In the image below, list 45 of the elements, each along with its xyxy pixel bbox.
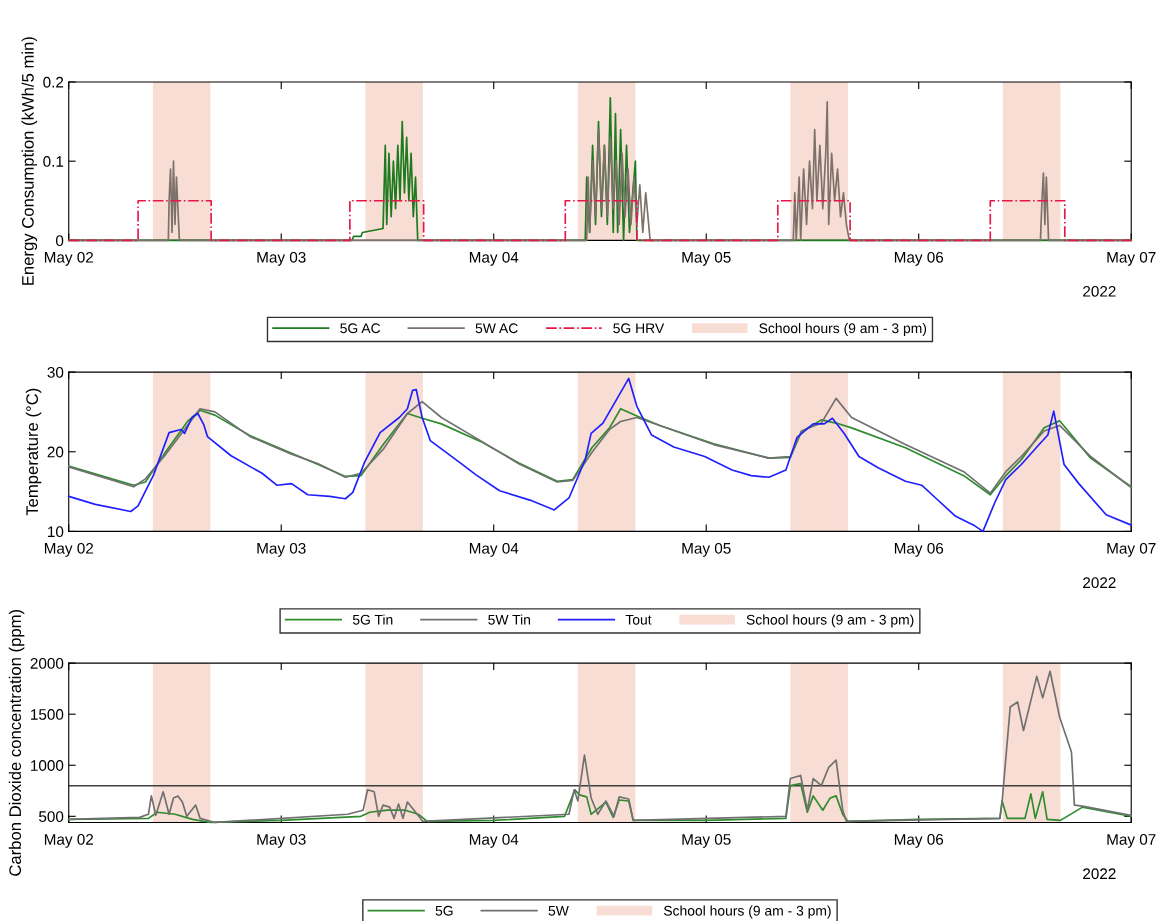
- y-tick-label: 20: [47, 446, 64, 458]
- y-axis-title: Carbon Dioxide concentration (ppm): [8, 609, 25, 876]
- y-axis-title: Temperature (°C): [25, 388, 42, 516]
- x-tick-label: May 07: [1107, 251, 1156, 266]
- x-tick-label: May 02: [44, 833, 94, 848]
- x-tick-label: May 04: [469, 833, 519, 848]
- y-tick-label: 10: [48, 526, 64, 538]
- x-tick-label: May 03: [257, 251, 306, 266]
- legend-label: Tout: [625, 614, 652, 625]
- legend-label: 5G Tin: [352, 614, 393, 625]
- text: 2022: [1083, 285, 1116, 297]
- y-tick-label: 1000: [31, 760, 64, 771]
- legend-label: 5W AC: [475, 323, 518, 334]
- x-tick-label: May 04: [469, 542, 519, 557]
- legend-label: School hours (9 am - 3 pm): [759, 322, 927, 336]
- legend-label: 5W Tin: [488, 614, 530, 625]
- x-tick-label: May 03: [257, 833, 306, 848]
- y-tick-label: 2000: [30, 657, 64, 669]
- text: 2022: [1083, 577, 1116, 589]
- x-tick-label: May 07: [1107, 833, 1156, 848]
- x-tick-label: May 04: [469, 251, 519, 266]
- legend-label: 5G HRV: [613, 323, 665, 334]
- x-tick-label: May 06: [894, 542, 944, 557]
- x-tick-label: May 06: [894, 833, 944, 848]
- x-tick-label: May 06: [894, 251, 944, 266]
- x-tick-label: May 05: [682, 542, 731, 557]
- y-tick-label: 1500: [31, 709, 64, 720]
- legend-label: School hours (9 am - 3 pm): [663, 905, 831, 919]
- x-tick-label: May 05: [682, 251, 731, 266]
- x-tick-label: May 05: [682, 833, 731, 848]
- legend-label: 5G AC: [340, 323, 381, 334]
- y-tick-label: 500: [39, 811, 64, 823]
- y-axis-title: Energy Consumption (kWh/5 min): [21, 37, 38, 285]
- x-tick-label: May 07: [1107, 542, 1156, 557]
- x-tick-label: May 03: [257, 542, 306, 557]
- y-tick-label: 0.2: [43, 76, 64, 88]
- legend-label: 5W: [548, 905, 569, 916]
- y-tick-label: 0: [55, 235, 64, 247]
- legend-label: 5G: [435, 905, 453, 916]
- x-tick-label: May 02: [44, 542, 94, 557]
- y-tick-label: 30: [47, 366, 64, 378]
- x-tick-label: May 02: [44, 251, 94, 266]
- legend-label: School hours (9 am - 3 pm): [746, 614, 914, 628]
- text: 2022: [1083, 868, 1116, 880]
- y-tick-label: 0.1: [43, 156, 64, 167]
